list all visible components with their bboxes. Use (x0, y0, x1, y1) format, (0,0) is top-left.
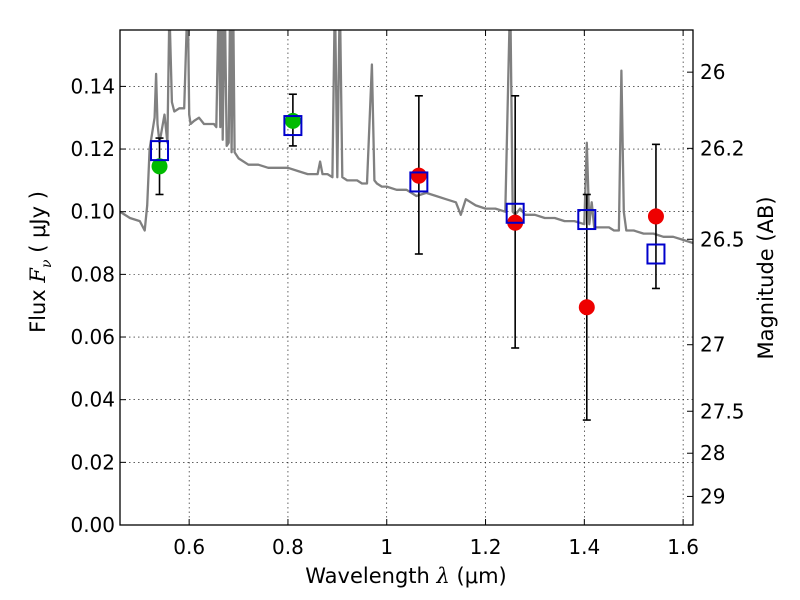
y-tick-label: 0.14 (70, 74, 115, 98)
y-axis-title: Flux Fν ( μJy ) (26, 191, 55, 333)
y2-tick-label: 28 (700, 441, 725, 465)
model-photometry-point (150, 140, 170, 162)
y-tick-label: 0.00 (70, 513, 115, 537)
observed-point (578, 299, 595, 316)
model-photometry-point (646, 243, 666, 265)
y-tick-label: 0.02 (70, 450, 115, 474)
x-tick-label: 0.8 (272, 535, 304, 559)
observed-point (647, 208, 664, 225)
x-tick-label: 1.4 (568, 535, 600, 559)
observed-point (151, 158, 168, 175)
plot-frame (119, 29, 694, 526)
y-tick-label: 0.04 (70, 388, 115, 412)
model-spectrum-layer (120, 30, 693, 245)
y-tick-label: 0.12 (70, 137, 115, 161)
x-tick-label: 1 (380, 535, 393, 559)
secondary-y-axis-title: Magnitude (AB) (754, 196, 778, 359)
y2-tick-label: 29 (700, 484, 725, 508)
y2-tick-label: 27 (700, 333, 725, 357)
x-axis-title: Wavelength λ (μm) (305, 564, 506, 588)
y-tick-label: 0.10 (70, 200, 115, 224)
data-markers (150, 112, 666, 316)
y-tick-label: 0.06 (70, 325, 115, 349)
y2-tick-label: 26.5 (700, 227, 745, 251)
y2-tick-label: 27.5 (700, 399, 745, 423)
y2-tick-label: 26 (700, 60, 725, 84)
x-tick-label: 1.6 (667, 535, 699, 559)
model-photometry-point (409, 171, 429, 193)
y-tick-label: 0.08 (70, 262, 115, 286)
model-photometry-point (505, 202, 525, 224)
axis-ticks: 0.6 0.8 1 1.2 1.4 1.6 0.00 0.02 0.04 0.06 0.08 0.10… (70, 30, 745, 559)
grid (120, 30, 693, 526)
x-tick-label: 0.6 (173, 535, 205, 559)
observed-point (410, 167, 427, 184)
model-spectrum-line (120, 30, 693, 245)
y2-tick-label: 26.2 (700, 136, 745, 160)
model-photometry-point (577, 209, 597, 231)
model-photometry-point (283, 115, 303, 137)
x-tick-label: 1.2 (470, 535, 502, 559)
